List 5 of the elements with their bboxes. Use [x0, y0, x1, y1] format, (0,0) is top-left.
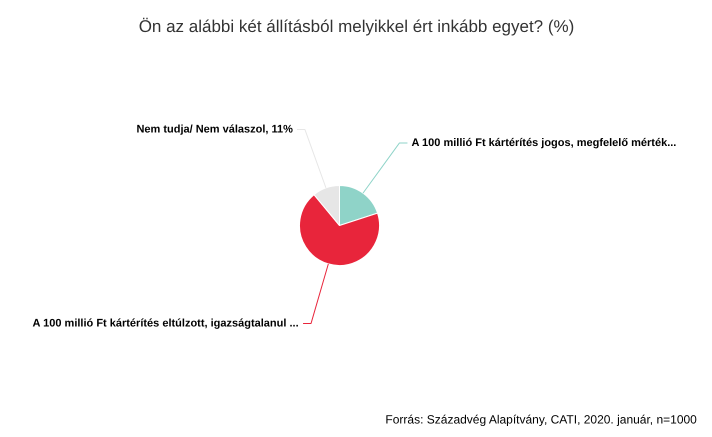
slice-label: A 100 millió Ft kártérítés jogos, megfelelő mérték...	[411, 136, 676, 149]
text: Forrás: Századvég Alapítvány, CATI, 2020. január, n=1000	[385, 412, 698, 426]
chart-title: Ön az alábbi két állításból melyikkel ért inkább egyet? (%)	[138, 17, 574, 36]
slice-label: A 100 millió Ft kártérítés eltúlzott, igazságtalanul ...	[32, 317, 299, 330]
slice-label: Nem tudja/ Nem válaszol, 11%	[136, 124, 294, 136]
